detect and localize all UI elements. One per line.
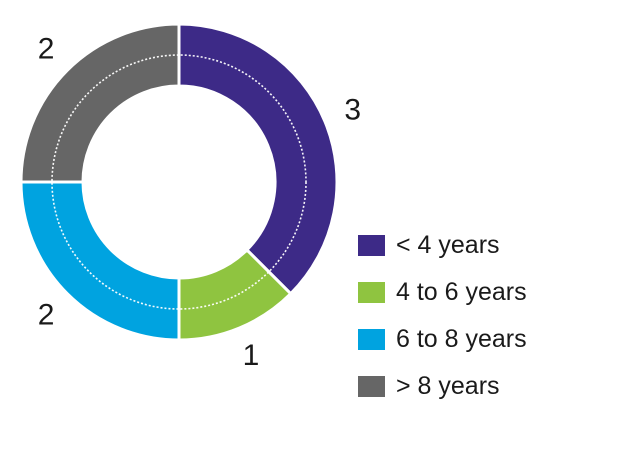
donut-slices <box>19 22 339 342</box>
legend-swatch <box>358 329 385 350</box>
donut-chart: 3 1 2 2 <box>19 22 360 373</box>
legend-label: < 4 years <box>396 231 500 259</box>
donut-slice <box>177 22 339 296</box>
legend-item: > 8 years <box>358 363 527 410</box>
legend-item: 4 to 6 years <box>358 269 527 316</box>
legend-label: > 8 years <box>396 372 500 400</box>
donut-slice <box>19 22 181 184</box>
dotted-inner-ring <box>51 54 307 310</box>
dotted-ring-line <box>51 54 307 310</box>
legend-label: 6 to 8 years <box>396 325 527 353</box>
legend-label: 4 to 6 years <box>396 278 527 306</box>
data-label: 2 <box>38 33 55 66</box>
legend-swatch <box>358 282 385 303</box>
data-label: 2 <box>38 298 55 331</box>
data-labels: 3 1 2 2 <box>38 33 360 373</box>
donut-slice <box>19 180 181 342</box>
legend-swatch <box>358 376 385 397</box>
data-label: 3 <box>344 94 360 127</box>
data-label: 1 <box>243 339 260 372</box>
legend-item: < 4 years <box>358 222 527 269</box>
legend: < 4 years 4 to 6 years 6 to 8 years > 8 yea… <box>358 222 527 410</box>
legend-item: 6 to 8 years <box>358 316 527 363</box>
legend-swatch <box>358 235 385 256</box>
